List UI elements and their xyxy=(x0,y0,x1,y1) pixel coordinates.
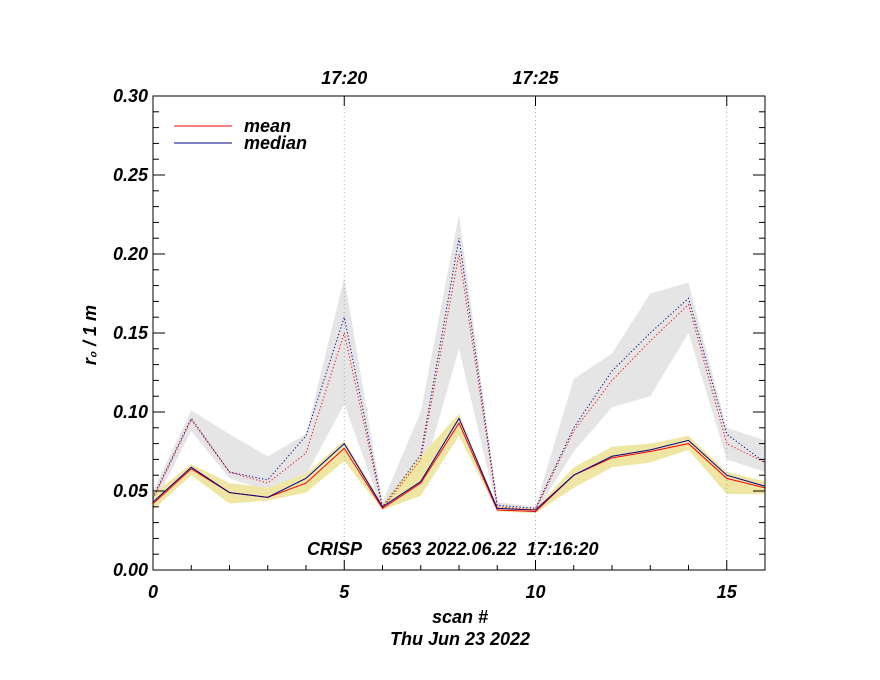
x-axis-title: scan # xyxy=(432,607,488,627)
y-tick-label: 0.30 xyxy=(113,86,148,106)
data-series xyxy=(152,238,766,513)
x-tick-label: 10 xyxy=(525,582,545,602)
top-tick-label: 17:20 xyxy=(321,68,367,88)
vertical-guides xyxy=(343,96,728,570)
y-axis-title: r₀ / 1 m xyxy=(80,305,100,365)
x-tick-label: 0 xyxy=(148,582,158,602)
y-tick-label: 0.15 xyxy=(113,323,149,343)
axis-ticks xyxy=(152,95,766,571)
legend: mean median xyxy=(174,116,307,153)
date-label: Thu Jun 23 2022 xyxy=(390,629,530,649)
x-tick-label: 15 xyxy=(717,582,738,602)
y-tick-label: 0.10 xyxy=(113,402,148,422)
top-tick-label: 17:25 xyxy=(512,68,559,88)
y-tick-label: 0.25 xyxy=(113,165,149,185)
y-tick-label: 0.05 xyxy=(113,481,149,501)
y-tick-label: 0.00 xyxy=(113,560,148,580)
legend-mean-label: mean xyxy=(244,116,291,136)
median-solid-line xyxy=(152,417,766,511)
median-dotted-line xyxy=(152,238,766,509)
spread-bands xyxy=(153,214,765,514)
band-lower-spread xyxy=(153,413,765,514)
x-tick-label: 5 xyxy=(339,582,350,602)
y-tick-label: 0.20 xyxy=(113,244,148,264)
tick-labels: 0 5 10 15 0.00 0.05 0.10 0.15 0.20 0.25 0.30 17:20 1… xyxy=(113,68,738,602)
legend-median-label: median xyxy=(244,133,307,153)
band-upper-spread xyxy=(153,214,765,514)
chart-annotation: CRISP 6563 2022.06.22 17:16:20 xyxy=(307,539,599,559)
